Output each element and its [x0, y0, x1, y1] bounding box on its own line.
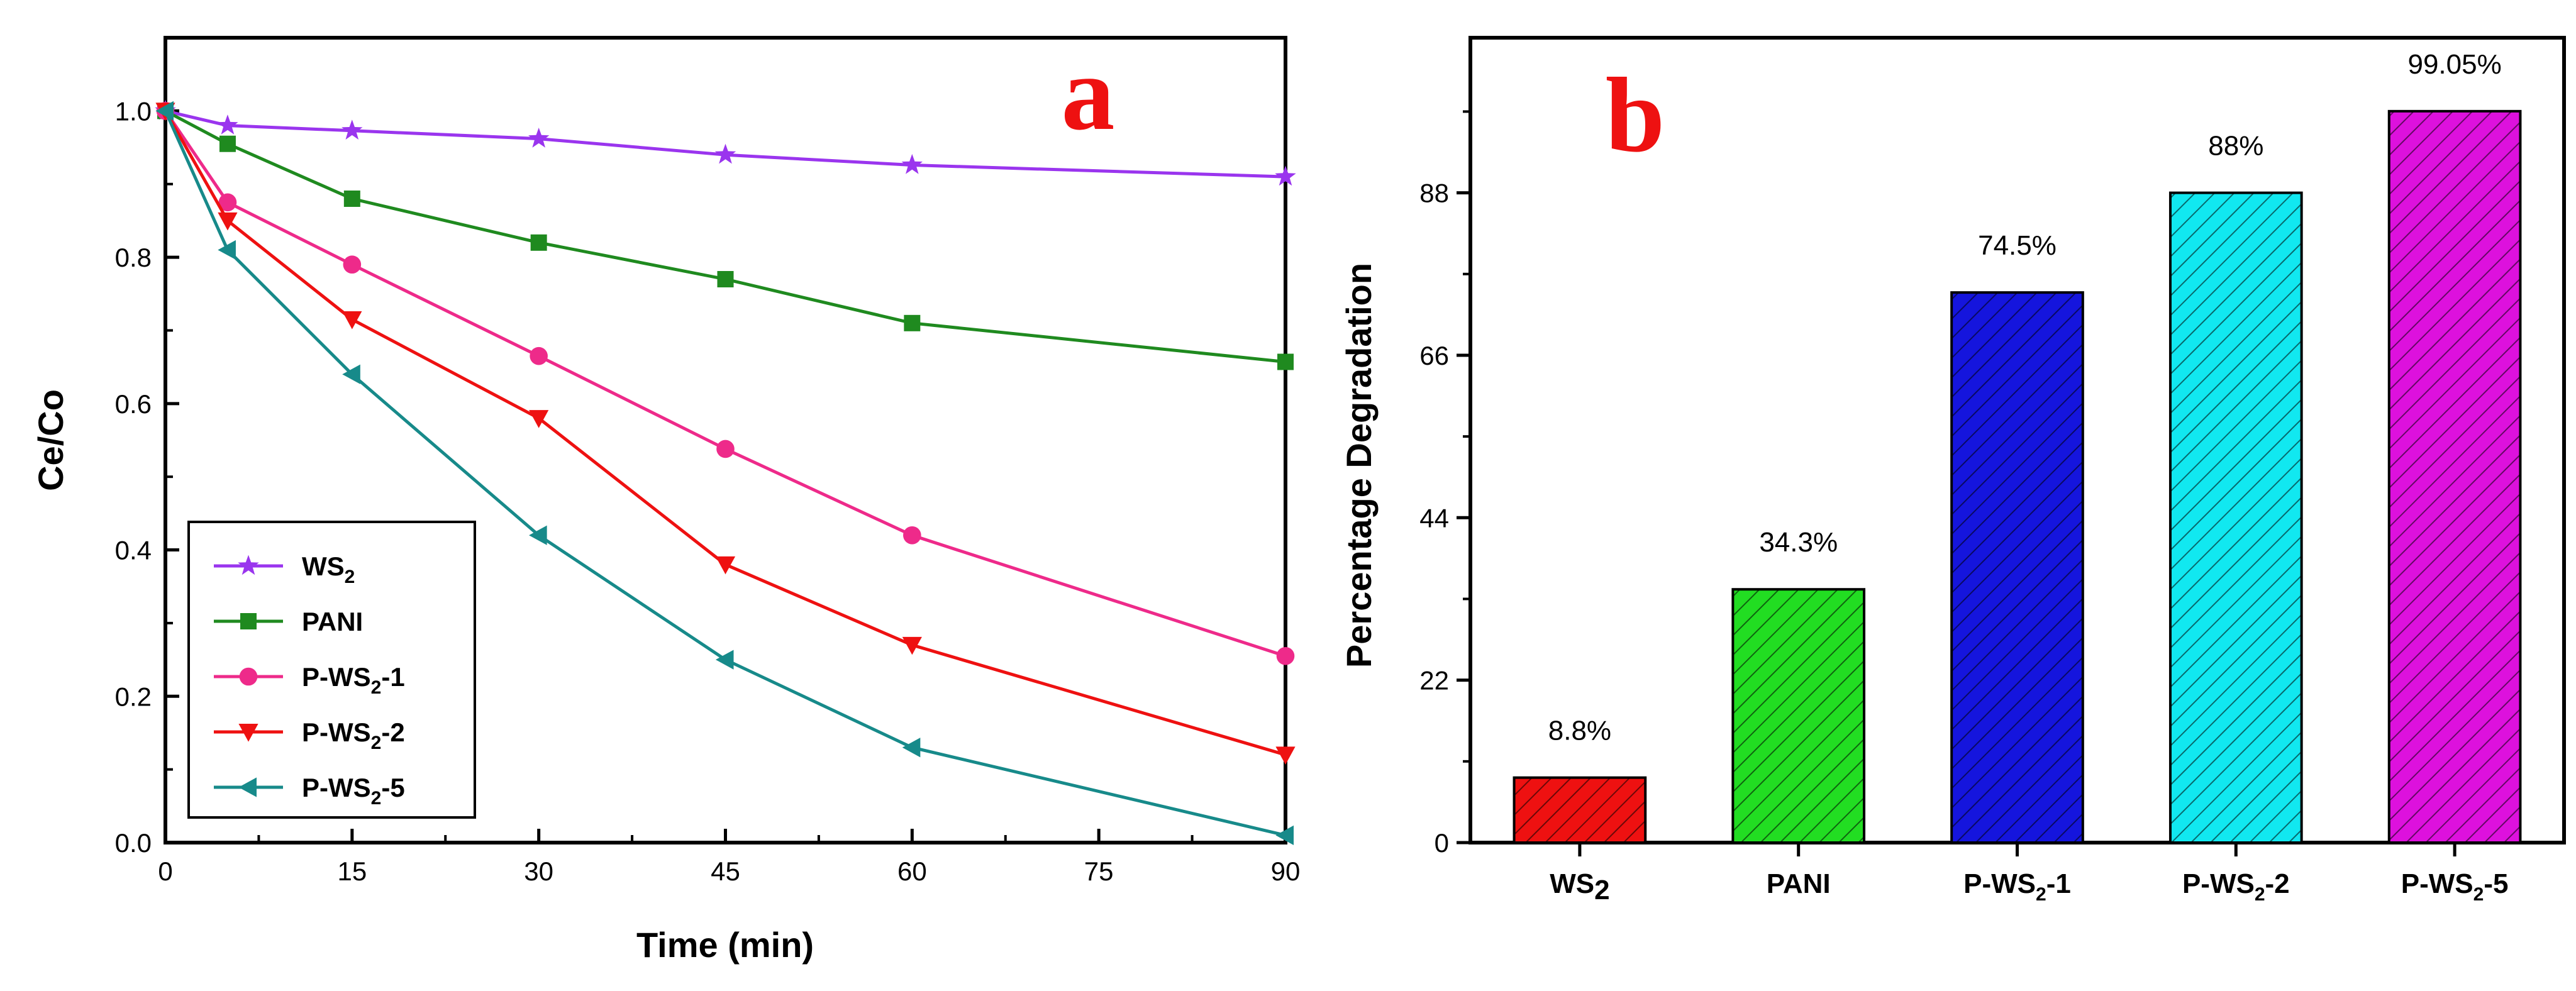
data-point — [529, 525, 547, 545]
bar-value-label: 34.3% — [1759, 527, 1838, 558]
y-tick-label: 22 — [1419, 666, 1449, 695]
bar-value-label: 8.8% — [1548, 716, 1611, 746]
data-point — [1275, 825, 1294, 845]
data-point — [343, 191, 360, 207]
panel-b-categories: WS2 PANI P-WS2-1 P-WS2-2 P-WS2-5 — [1550, 843, 2508, 905]
panel-a-letter: a — [1062, 34, 1115, 152]
data-point — [714, 143, 736, 164]
x-tick-label: 75 — [1084, 856, 1114, 886]
data-point — [1277, 353, 1294, 370]
data-point — [217, 114, 238, 135]
data-point — [530, 234, 547, 251]
legend-marker — [240, 613, 257, 629]
bar-hatch — [2389, 111, 2521, 843]
data-point — [902, 738, 921, 758]
x-tick-label: 45 — [711, 856, 740, 886]
x-tick-label: 90 — [1271, 856, 1301, 886]
y-tick-label: 0.0 — [115, 828, 152, 858]
y-tick-label: 0.4 — [115, 536, 152, 565]
panel-a-line-chart: 0 15 30 45 60 75 90 0.0 0.2 0.4 0.6 0.8 1.0 Time (m… — [31, 34, 1300, 965]
y-tick-label: 66 — [1419, 341, 1449, 370]
y-tick-label: 44 — [1419, 503, 1449, 533]
data-point — [219, 135, 236, 152]
panel-a-ylabel: Ce/Co — [31, 389, 70, 491]
x-tick-label: 30 — [524, 856, 553, 886]
legend-label: P-WS2-5 — [302, 773, 405, 809]
panel-b-bar-chart: 0 22 44 66 88 8.8% 34.3% 74.5% 88% 99.05% WS2 PAN… — [1339, 36, 2566, 905]
category-label: PANI — [1767, 868, 1831, 899]
panel-a-legend: WS2 PANI P-WS2-1 P-WS2-2 P-WS2-5 — [187, 521, 476, 819]
panel-a-x-ticks: 0 15 30 45 60 75 90 — [158, 829, 1300, 886]
data-point — [529, 410, 549, 428]
legend-box — [187, 521, 476, 819]
x-tick-label: 60 — [897, 856, 927, 886]
data-point — [901, 153, 923, 174]
y-tick-label: 0.2 — [115, 682, 152, 711]
bar-value-label: 88% — [2208, 131, 2263, 162]
data-point — [528, 128, 550, 148]
bar-hatch — [1951, 292, 2083, 843]
bar-hatch — [1514, 777, 1646, 843]
legend-label: PANI — [302, 607, 363, 636]
series-pani — [157, 102, 1294, 370]
bar-hatch — [2170, 192, 2302, 843]
legend-label: WS2 — [302, 551, 355, 587]
y-tick-label: 88 — [1419, 179, 1449, 208]
data-point — [342, 311, 362, 329]
data-point — [1275, 165, 1296, 186]
data-point — [716, 440, 735, 458]
panel-a-y-ticks: 0.0 0.2 0.4 0.6 0.8 1.0 — [115, 36, 179, 858]
panel-b-y-ticks: 0 22 44 66 88 — [1419, 110, 1470, 858]
bar-hatch — [1733, 589, 1865, 843]
legend-marker — [239, 667, 258, 686]
y-tick-label: 0 — [1435, 828, 1449, 858]
y-tick-label: 0.8 — [115, 243, 152, 272]
category-label: P-WS2-5 — [2401, 868, 2509, 905]
data-point — [218, 193, 237, 212]
category-label: WS2 — [1550, 868, 1609, 905]
y-tick-label: 1.0 — [115, 96, 152, 126]
data-point — [341, 119, 363, 140]
x-tick-label: 15 — [337, 856, 367, 886]
data-point — [904, 314, 921, 331]
data-point — [155, 101, 174, 121]
data-point — [902, 636, 922, 655]
panel-b-letter: b — [1606, 56, 1665, 174]
legend-marker — [238, 555, 259, 575]
data-point — [342, 364, 360, 384]
panel-a-xlabel: Time (min) — [636, 925, 814, 965]
legend-label: P-WS2-2 — [302, 717, 405, 753]
legend-label: P-WS2-1 — [302, 662, 405, 698]
category-label: P-WS2-2 — [2182, 868, 2290, 905]
data-point — [903, 526, 921, 545]
data-point — [717, 271, 734, 287]
series-p-ws2-5 — [155, 101, 1294, 845]
legend-marker — [238, 724, 258, 742]
panel-a-series — [155, 99, 1296, 845]
bar-value-label: 99.05% — [2407, 49, 2501, 80]
panel-b-ylabel: Percentage Degradation — [1339, 263, 1379, 668]
y-tick-label: 0.6 — [115, 389, 152, 419]
data-point — [715, 556, 736, 575]
legend-marker — [238, 777, 257, 797]
data-point — [218, 212, 238, 231]
data-point — [530, 346, 548, 365]
category-label: P-WS2-1 — [1963, 868, 2071, 905]
data-point — [1276, 646, 1295, 665]
data-point — [715, 650, 734, 670]
panel-b-bars: 8.8% 34.3% 74.5% 88% 99.05% — [1513, 49, 2522, 844]
data-point — [218, 240, 236, 260]
series-p-ws2-2 — [155, 102, 1296, 765]
data-point — [343, 255, 362, 274]
x-tick-label: 0 — [158, 856, 172, 886]
data-point — [1275, 746, 1296, 765]
bar-value-label: 74.5% — [1978, 230, 2057, 261]
